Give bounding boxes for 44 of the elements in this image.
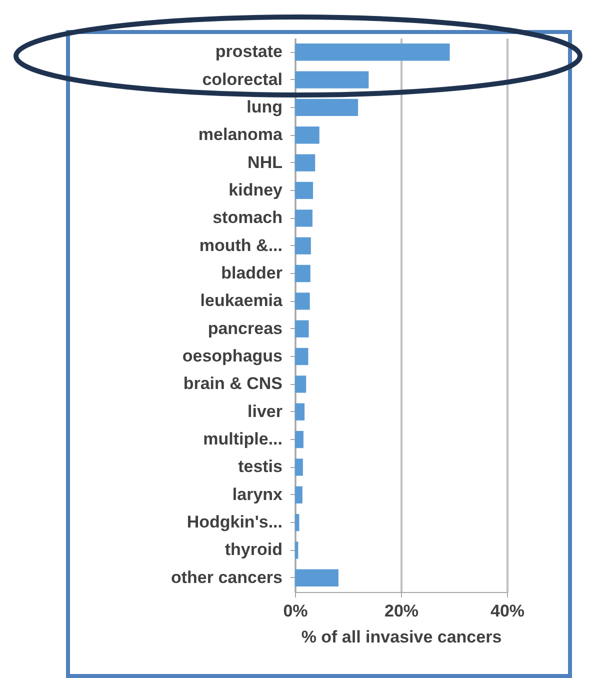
bar [295,569,338,586]
y-tick-label: multiple... [203,430,282,449]
y-tick-label: stomach [212,208,282,228]
y-tick-label: melanoma [198,125,284,144]
x-tick-label: 0% [283,602,308,620]
y-tick-label: other cancers [171,568,282,587]
y-tick-label: testis [238,457,282,476]
y-tick-label: mouth &... [199,236,282,255]
bar [295,376,306,393]
bar [295,126,320,144]
bar [295,154,316,172]
y-tick-label: thyroid [224,540,282,560]
y-tick-label: lung [246,97,282,116]
bar [295,348,308,366]
y-tick-label: prostate [215,42,282,62]
y-tick-label: oesophagus [182,346,282,366]
y-tick-label: larynx [232,484,284,504]
bar [295,458,303,476]
bar [295,237,311,254]
bar [295,514,300,532]
y-tick-label: leukaemia [200,291,284,310]
bar [295,320,309,338]
x-tick-label: 20% [384,602,419,620]
y-tick-label: colorectal [202,70,282,89]
bar [295,182,314,200]
y-tick-label: Hodgkin's... [186,512,282,532]
bar [295,542,298,559]
bar [295,486,302,504]
y-tick-label: liver [248,402,283,421]
y-tick-label: kidney [228,180,284,200]
bar [295,98,358,116]
y-tick-label: NHL [248,152,282,172]
y-tick-label: pancreas [208,318,282,338]
bar [295,292,310,310]
x-tick-label: 40% [490,602,525,620]
y-tick-label: bladder [221,263,283,282]
bar [295,44,450,61]
bar [295,210,312,227]
bar [295,430,304,448]
bar [295,71,369,88]
bar [295,264,310,282]
x-axis-title: % of all invasive cancers [301,628,502,646]
y-tick-label: brain & CNS [183,374,282,394]
bar [295,403,305,420]
